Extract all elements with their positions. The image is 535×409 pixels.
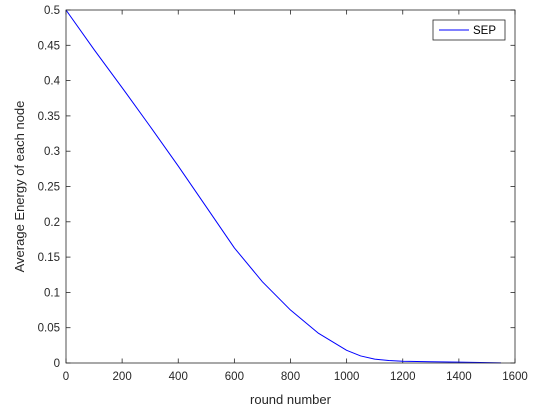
y-tick-label: 0.2 [44,217,60,229]
x-tick-label: 1200 [390,371,416,383]
x-tick-label: 800 [281,371,300,383]
y-tick-label: 0.4 [44,76,61,88]
y-tick-label: 0.05 [38,323,60,335]
x-tick-label: 600 [225,371,244,383]
x-axis-label: round number [250,392,332,407]
y-tick-label: 0.3 [44,146,60,158]
y-tick-label: 0.1 [44,287,60,299]
x-tick-label: 0 [63,371,69,383]
y-tick-label: 0.25 [38,182,60,194]
y-axis-label: Average Energy of each node [12,101,27,273]
series-line-sep [65,9,501,364]
x-tick-label: 1000 [334,371,360,383]
legend-label: SEP [473,25,496,37]
x-tick-label: 200 [113,371,132,383]
x-tick-label: 400 [169,371,188,383]
plot-box [65,9,516,364]
y-tick-label: 0.35 [38,111,60,123]
y-tick-label: 0.15 [38,252,60,264]
x-tick-label: 1400 [446,371,472,383]
legend: SEP [432,19,506,41]
ticks-group: 0 200 400 600 800 1000 1200 1400 1600 0 0.05 0.1 0.1… [38,5,528,383]
x-tick-label: 1600 [502,371,528,383]
y-tick-label: 0 [54,358,60,370]
y-tick-label: 0.45 [38,40,60,52]
series-group [65,9,501,364]
y-tick-label: 0.5 [44,5,60,17]
plot-area [66,10,515,363]
